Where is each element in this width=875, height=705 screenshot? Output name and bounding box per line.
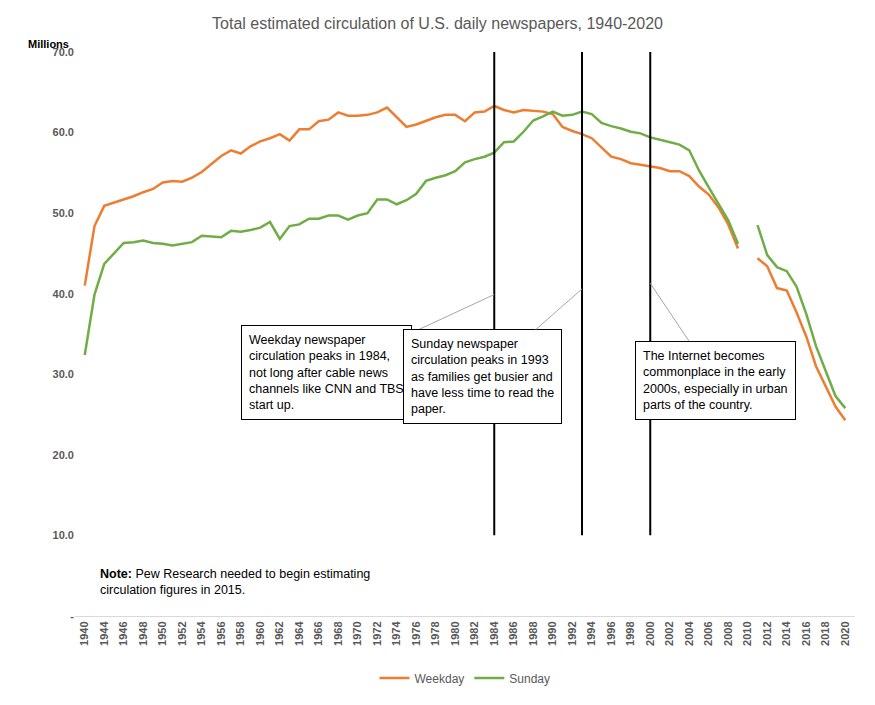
svg-text:60.0: 60.0 xyxy=(53,126,74,138)
svg-text:1978: 1978 xyxy=(429,621,441,645)
svg-text:1966: 1966 xyxy=(312,621,324,645)
svg-text:Note: Pew Research needed to b: Note: Pew Research needed to begin estim… xyxy=(100,567,370,597)
svg-text:1986: 1986 xyxy=(507,621,519,645)
svg-text:1940: 1940 xyxy=(78,621,90,645)
svg-text:2018: 2018 xyxy=(819,621,831,645)
svg-text:1976: 1976 xyxy=(410,621,422,645)
svg-text:1980: 1980 xyxy=(449,621,461,645)
svg-text:Total estimated circulation of: Total estimated circulation of U.S. dail… xyxy=(212,15,663,32)
svg-text:1996: 1996 xyxy=(605,621,617,645)
svg-text:2000: 2000 xyxy=(644,621,656,645)
svg-text:30.0: 30.0 xyxy=(53,368,74,380)
svg-text:1964: 1964 xyxy=(293,621,305,646)
svg-text:40.0: 40.0 xyxy=(53,288,74,300)
svg-text:2008: 2008 xyxy=(722,621,734,645)
svg-text:1994: 1994 xyxy=(585,621,597,646)
svg-text:Weekday newspapercirculation p: Weekday newspapercirculation peaks in 19… xyxy=(249,333,404,412)
svg-text:1950: 1950 xyxy=(156,621,168,645)
svg-text:20.0: 20.0 xyxy=(53,449,74,461)
svg-text:1990: 1990 xyxy=(546,621,558,645)
svg-text:1988: 1988 xyxy=(527,621,539,645)
svg-text:2004: 2004 xyxy=(683,621,695,646)
svg-text:2020: 2020 xyxy=(839,621,851,645)
svg-text:1956: 1956 xyxy=(215,621,227,645)
svg-text:Weekday: Weekday xyxy=(415,672,465,686)
svg-text:1946: 1946 xyxy=(117,621,129,645)
svg-text:2016: 2016 xyxy=(800,621,812,645)
svg-text:1992: 1992 xyxy=(566,621,578,645)
svg-text:1998: 1998 xyxy=(624,621,636,645)
svg-text:1954: 1954 xyxy=(195,621,207,646)
svg-text:1970: 1970 xyxy=(351,621,363,645)
svg-text:1982: 1982 xyxy=(468,621,480,645)
svg-text:1984: 1984 xyxy=(488,621,500,646)
svg-text:2010: 2010 xyxy=(741,621,753,645)
svg-text:2012: 2012 xyxy=(761,621,773,645)
svg-text:50.0: 50.0 xyxy=(53,207,74,219)
svg-text:70.0: 70.0 xyxy=(53,46,74,58)
svg-text:Millions: Millions xyxy=(28,38,69,50)
svg-text:1960: 1960 xyxy=(254,621,266,645)
svg-text:Sunday: Sunday xyxy=(509,672,550,686)
svg-text:10.0: 10.0 xyxy=(53,529,74,541)
svg-text:1974: 1974 xyxy=(390,621,402,646)
svg-text:2006: 2006 xyxy=(702,621,714,645)
svg-text:1968: 1968 xyxy=(332,621,344,645)
svg-text:1958: 1958 xyxy=(234,621,246,645)
svg-text:Sunday newspapercirculation pe: Sunday newspapercirculation peaks in 199… xyxy=(411,337,554,416)
svg-text:1962: 1962 xyxy=(273,621,285,645)
svg-text:1952: 1952 xyxy=(176,621,188,645)
svg-text:-: - xyxy=(70,610,74,622)
svg-text:The Internet becomescommonplac: The Internet becomescommonplace in the e… xyxy=(643,349,788,412)
svg-text:1944: 1944 xyxy=(98,621,110,646)
svg-text:1948: 1948 xyxy=(137,621,149,645)
svg-text:2002: 2002 xyxy=(663,621,675,645)
svg-text:2014: 2014 xyxy=(780,621,792,646)
svg-text:1972: 1972 xyxy=(371,621,383,645)
